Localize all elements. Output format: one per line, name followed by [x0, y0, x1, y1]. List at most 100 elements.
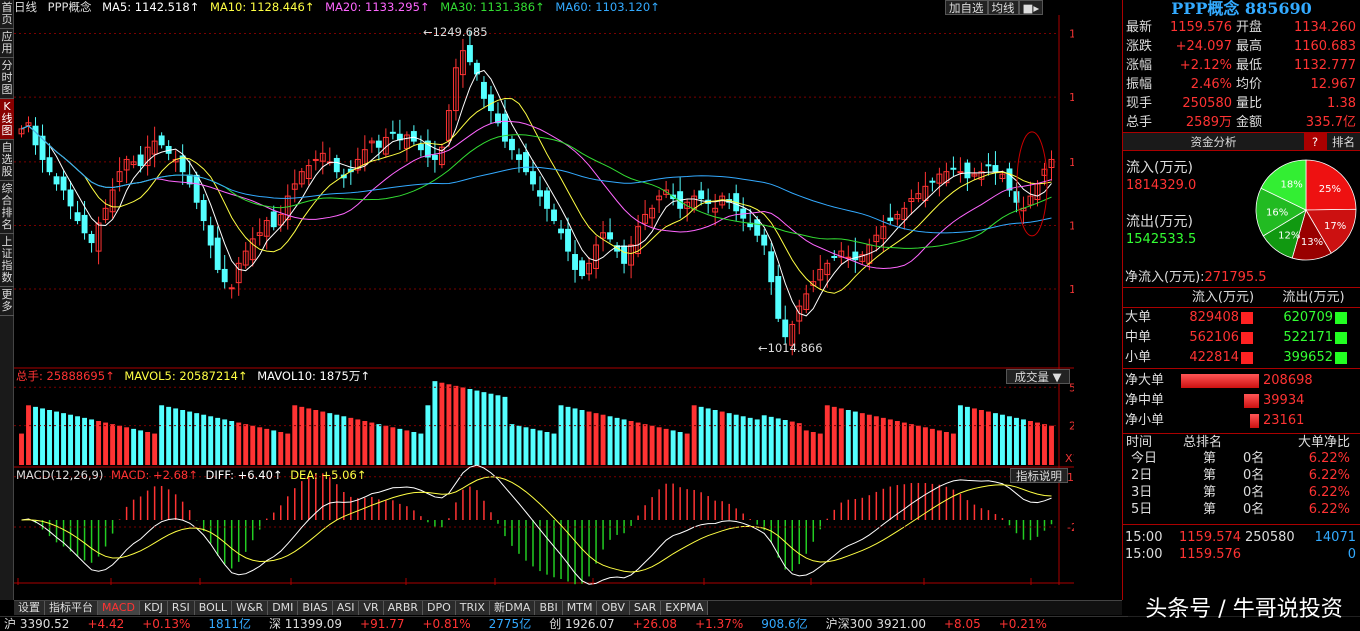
status-item: +0.81% — [422, 617, 471, 631]
rank-time: 2日 — [1131, 468, 1153, 483]
candle-body — [39, 135, 46, 160]
indicator-tab[interactable]: VR — [359, 601, 384, 615]
kline-chart[interactable]: 1263 1211 1158 1106 1054 5440 2756 X10000 18.0… — [14, 15, 1074, 585]
volume-bar — [152, 433, 158, 465]
left-nav-item[interactable]: 上证指数 — [0, 234, 14, 287]
indicator-tab[interactable]: OBV — [597, 601, 630, 615]
indicator-tab[interactable]: DMI — [268, 601, 299, 615]
period-label[interactable]: 日线 — [14, 0, 37, 14]
indicator-tab[interactable]: 设置 — [14, 601, 45, 615]
left-nav-item[interactable]: 综合排名 — [0, 181, 14, 234]
flow-in-value: 562106 — [1189, 330, 1239, 345]
candle-body — [796, 305, 803, 322]
left-nav-item[interactable]: 首页 — [0, 0, 14, 29]
net-inflow-row: 净流入(万元):271795.5 — [1123, 268, 1360, 288]
indicator-tab[interactable]: BBI — [535, 601, 563, 615]
rank-value: 0名 — [1243, 468, 1265, 483]
volume-bar — [838, 408, 844, 465]
volume-bar — [271, 430, 277, 465]
candle-body — [502, 113, 508, 142]
candle-body — [859, 254, 866, 262]
candle-body — [852, 251, 859, 261]
indicator-tab[interactable]: BOLL — [194, 601, 233, 615]
indicator-help-button[interactable]: 指标说明 — [1010, 468, 1068, 483]
left-nav-item[interactable]: K线图 — [0, 99, 14, 140]
candle-body — [964, 162, 971, 179]
volume-bar — [1014, 417, 1019, 465]
indicator-selector[interactable]: 成交量 ▼ — [1006, 369, 1070, 384]
pie-slice-label: 12% — [1278, 231, 1300, 242]
indicator-tab[interactable]: RSI — [167, 601, 195, 615]
high-annotation: ←1249.685 — [423, 25, 488, 39]
indicator-tab[interactable]: ARBR — [383, 601, 424, 615]
quote-label: 最高 — [1236, 39, 1263, 54]
watermark: 头条号 / 牛哥说投资 — [1128, 594, 1360, 626]
status-item: +26.08 — [632, 617, 678, 631]
tab-fund-analysis[interactable]: 资金分析 — [1123, 133, 1304, 150]
volume-bar — [593, 413, 599, 465]
volume-bar — [75, 416, 81, 465]
volume-bar — [621, 419, 627, 465]
candle-body — [817, 268, 824, 281]
candle-body — [403, 134, 410, 149]
indicator-tab[interactable]: BIAS — [298, 601, 333, 615]
pie-slice — [1255, 187, 1307, 237]
net-bar-track — [1179, 391, 1259, 411]
volume-bar — [369, 422, 375, 465]
volume-bar — [579, 410, 585, 465]
volume-bar — [348, 417, 354, 465]
volume-bar — [943, 432, 949, 465]
indicator-tab[interactable]: DPO — [423, 601, 456, 615]
macd-tick-label: 18.01 — [1067, 471, 1074, 484]
candle-body — [298, 171, 305, 185]
tick-price: 1159.576 — [1179, 547, 1242, 562]
volume-bar — [61, 413, 66, 465]
candle-body — [354, 158, 361, 171]
candle-body — [572, 254, 578, 270]
volume-bar — [656, 427, 662, 465]
indicator-tab[interactable]: 新DMA — [489, 601, 536, 615]
flow-out-header: 流出(万元) — [1282, 290, 1345, 305]
indicator-tab[interactable]: 指标平台 — [45, 601, 98, 615]
macd-header: MACD(12,26,9) MACD: +2.68↑ DIFF: +6.40↑ … — [16, 468, 366, 483]
left-nav-item[interactable]: 更多 — [0, 287, 14, 316]
indicator-tab[interactable]: SAR — [629, 601, 662, 615]
indicator-tab[interactable]: W&R — [232, 601, 269, 615]
candle-body — [46, 157, 53, 173]
volume-bar — [306, 408, 312, 465]
indicator-tab[interactable]: EXPMA — [661, 601, 709, 615]
volume-bar — [411, 432, 417, 465]
net-row: 净小单 23161 — [1123, 411, 1360, 431]
add-favorite-button[interactable]: 加自选 — [945, 0, 988, 15]
volume-bar — [138, 430, 144, 465]
indicator-tab[interactable]: KDJ — [139, 601, 168, 615]
candle-body — [579, 260, 585, 277]
rank-table-head: 时间 总排名 大单净比 — [1123, 433, 1360, 450]
candle-body — [459, 50, 466, 76]
volume-bar — [82, 417, 88, 465]
candle-body — [158, 135, 165, 146]
volume-bar — [467, 389, 473, 465]
status-item: 沪深300 3921.00 — [825, 617, 926, 631]
flow-out-value: 620709 — [1283, 310, 1333, 325]
macd-value: MACD: +2.68↑ — [111, 468, 198, 482]
left-nav-item[interactable]: 自选股 — [0, 140, 14, 181]
chart-menu-button[interactable]: ■▸ — [1018, 0, 1044, 15]
indicator-tab[interactable]: ASI — [332, 601, 360, 615]
volume-bar — [334, 414, 340, 465]
tab-ranking[interactable]: 排名 — [1326, 133, 1360, 150]
candle-body — [978, 171, 985, 180]
candle-body — [291, 183, 298, 190]
ma-setting-button[interactable]: 均线 — [987, 0, 1019, 15]
indicator-tab[interactable]: MTM — [562, 601, 598, 615]
left-nav-item[interactable]: 分时图 — [0, 58, 14, 99]
volume-bar — [502, 396, 508, 465]
indicator-tab[interactable]: TRIX — [455, 601, 490, 615]
rank-value: 0名 — [1243, 502, 1265, 517]
candle-body — [32, 125, 39, 146]
status-item: +0.13% — [142, 617, 191, 631]
flow-out-value: 522171 — [1283, 330, 1333, 345]
indicator-tab[interactable]: MACD — [98, 601, 140, 615]
help-icon[interactable]: ? — [1304, 133, 1326, 150]
left-nav-item[interactable]: 应用 — [0, 29, 14, 58]
